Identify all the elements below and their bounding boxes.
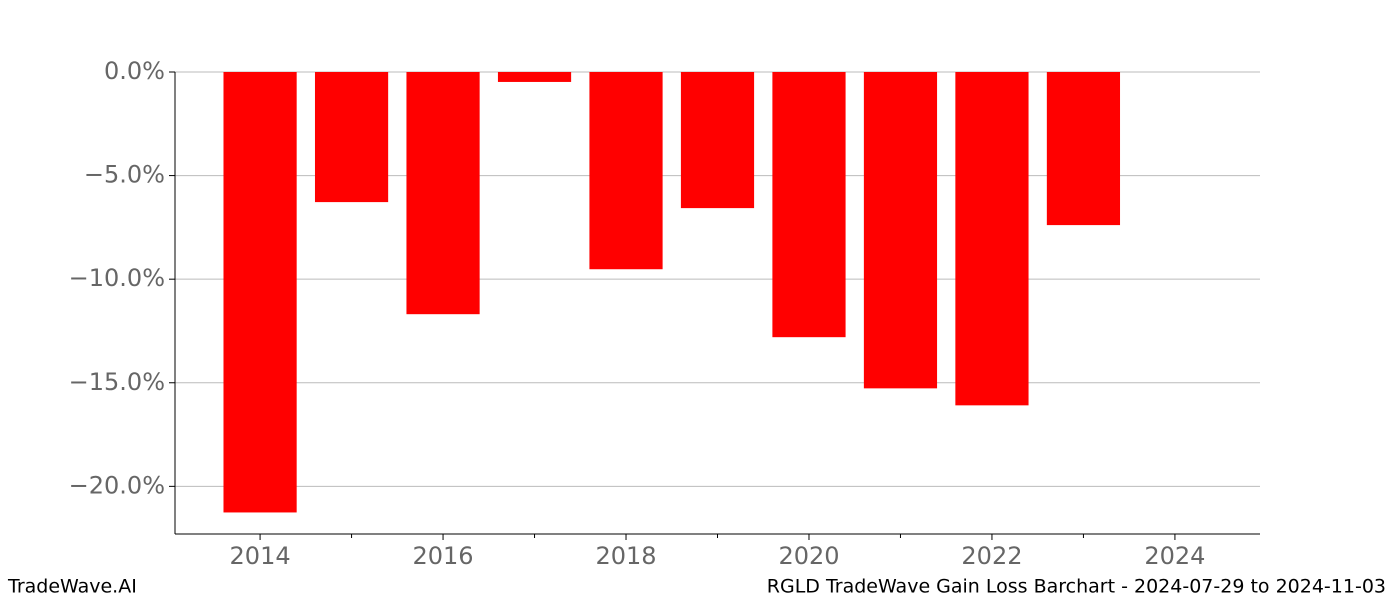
bar [406, 72, 480, 315]
x-tick-label: 2014 [230, 542, 291, 570]
x-tick-label: 2024 [1144, 542, 1205, 570]
bar [772, 72, 846, 338]
y-tick-label: −5.0% [84, 161, 165, 189]
brand: TradeWave.AI [7, 576, 137, 598]
bar [497, 72, 572, 82]
bar [314, 72, 389, 203]
bar [955, 72, 1029, 406]
y-tick-label: −15.0% [69, 368, 165, 396]
x-tick-label: 2022 [961, 542, 1022, 570]
bar [1046, 72, 1121, 226]
bar [223, 72, 297, 513]
chart-title: RGLD TradeWave Gain Loss Barchart - 2024… [767, 576, 1386, 598]
x-tick-label: 2020 [778, 542, 839, 570]
y-tick-label: 0.0% [104, 57, 165, 85]
x-tick-label: 2018 [595, 542, 656, 570]
bar [589, 72, 663, 270]
bar [863, 72, 938, 389]
x-tick-label: 2016 [413, 542, 474, 570]
y-tick-label: −20.0% [69, 471, 165, 499]
y-tick-label: −10.0% [69, 264, 165, 292]
bar [680, 72, 755, 209]
